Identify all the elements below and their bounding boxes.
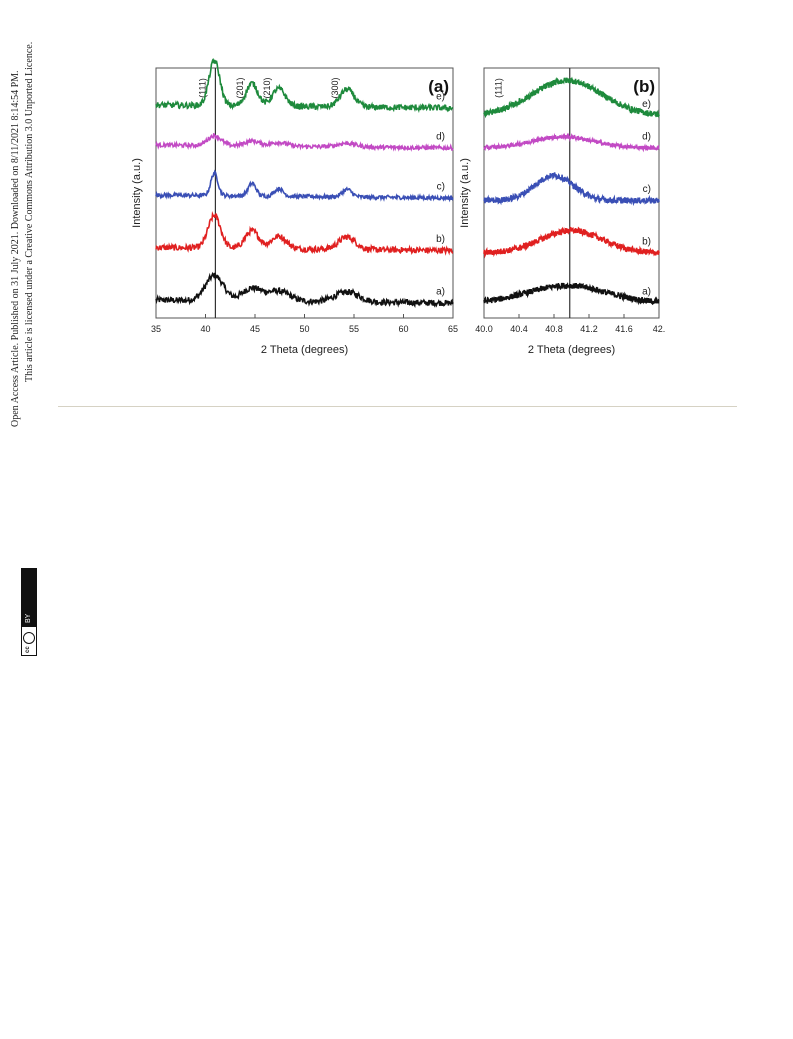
x-tick-label: 41.2: [580, 324, 598, 334]
series-line-d: [483, 132, 660, 153]
plot-frame-2: [483, 67, 660, 319]
x-tick-label: 65: [448, 324, 458, 334]
series-label: b): [436, 234, 445, 245]
x-tick-label: 50: [299, 324, 309, 334]
series-line-c: [483, 171, 660, 207]
series-label: e): [436, 91, 445, 102]
badge-by-text: BY: [25, 613, 32, 623]
series-line-e: [155, 57, 454, 114]
series-label: b): [642, 236, 651, 247]
series-line-c: [155, 169, 454, 203]
series-label: e): [642, 99, 651, 110]
x-tick-label: 41.6: [615, 324, 633, 334]
x-tick-label: 40: [200, 324, 210, 334]
x-tick-label: 60: [398, 324, 408, 334]
x-tick-label: 35: [151, 324, 161, 334]
series-label: a): [436, 286, 445, 297]
panel-label: (b): [633, 77, 655, 96]
series-line-a: [483, 282, 660, 306]
series-line-b: [483, 226, 660, 259]
x-tick-label: 45: [250, 324, 260, 334]
x-axis-label: 2 Theta (degrees): [528, 344, 615, 356]
series-line-d: [155, 132, 454, 152]
section-divider: [58, 406, 737, 407]
x-tick-label: 40.8: [545, 324, 563, 334]
series-label: c): [643, 184, 651, 195]
series-line-e: [483, 76, 660, 119]
peak-label: (210): [262, 77, 272, 98]
series-label: d): [642, 131, 651, 142]
by-block: [22, 569, 36, 627]
badge-cc-text: cc: [25, 646, 31, 653]
xrd-figure: 35 40 45 50 55 60 65 2 Theta (degrees) Intensity…: [131, 57, 666, 356]
peak-label: (201): [235, 77, 245, 98]
peak-label: (111): [493, 78, 503, 98]
y-axis-label: Intensity (a.u.): [459, 158, 471, 228]
x-tick-label: 42.: [653, 324, 666, 334]
series-line-a: [155, 271, 454, 308]
cc-by-badge-icon[interactable]: BY cc: [21, 568, 37, 656]
y-axis-label: Intensity (a.u.): [131, 158, 143, 228]
panel-label: (a): [428, 77, 449, 96]
x-tick-label: 40.4: [510, 324, 528, 334]
series-label: a): [642, 286, 651, 297]
cc-circle-icon: [23, 632, 35, 644]
x-tick-label: 40.0: [475, 324, 493, 334]
series-line-b: [155, 210, 454, 256]
peak-label: (111): [197, 78, 207, 98]
peak-label: (300): [330, 77, 340, 98]
series-label: c): [437, 181, 445, 192]
x-tick-label: 55: [349, 324, 359, 334]
series-label: d): [436, 131, 445, 142]
x-axis-label: 2 Theta (degrees): [261, 344, 348, 356]
